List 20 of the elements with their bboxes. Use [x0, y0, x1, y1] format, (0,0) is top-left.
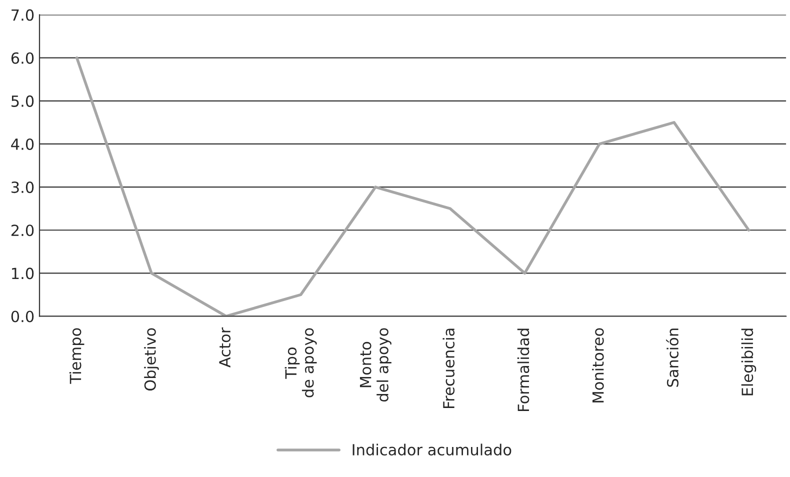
legend-label: Indicador acumulado: [352, 444, 512, 456]
y-tick-label: 7.0: [12, 9, 34, 21]
y-tick-label: 6.0: [11, 52, 34, 64]
y-tick-label: 3.0: [12, 182, 34, 194]
line-series: [75, 56, 750, 316]
x-tick-label: Frecuencia: [442, 328, 455, 408]
x-tick-label: Elegibilid: [741, 328, 756, 396]
y-tick-label: 4.0: [11, 138, 34, 150]
x-tick-label: Objetivo: [144, 328, 159, 390]
x-tick-label: Actor: [219, 327, 231, 368]
y-tick-label: 2.0: [11, 224, 34, 236]
x-tick-label: Monto del apoyo: [360, 328, 392, 402]
x-tick-label: Tipo de apoyo: [284, 328, 317, 398]
y-tick-label: 1.0: [12, 268, 34, 280]
x-tick-label: Monitoreo: [592, 328, 604, 402]
x-tick-label: Formalidad: [517, 328, 530, 411]
y-tick-label: 0.0: [11, 310, 34, 322]
y-tick-label: 5.0: [12, 95, 34, 107]
x-tick-label: Sanción: [666, 328, 678, 387]
x-tick-label: Tiempo: [69, 328, 84, 384]
